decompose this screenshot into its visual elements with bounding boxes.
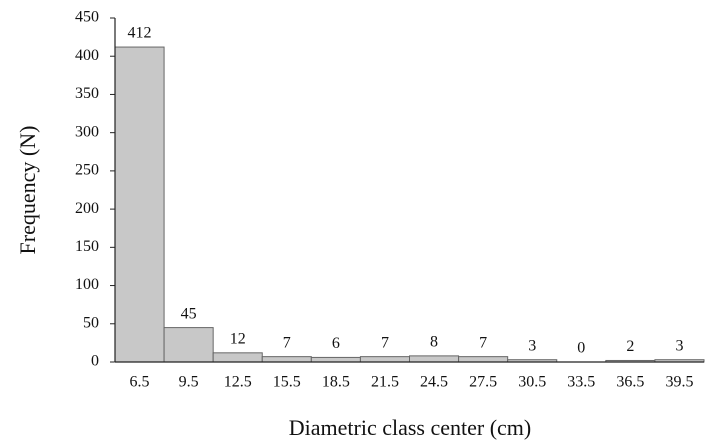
- x-tick-label: 33.5: [567, 374, 595, 391]
- y-tick-label: 450: [75, 9, 99, 26]
- data-label: 45: [181, 305, 197, 322]
- data-label: 12: [230, 330, 246, 347]
- x-tick-label: 39.5: [665, 374, 693, 391]
- x-tick-label: 21.5: [371, 374, 399, 391]
- y-axis-label: Frequency (N): [15, 126, 40, 255]
- y-tick-label: 200: [75, 200, 99, 217]
- x-tick-label: 30.5: [518, 374, 546, 391]
- x-tick-label: 24.5: [420, 374, 448, 391]
- data-label: 2: [626, 338, 634, 355]
- bar: [212, 352, 263, 363]
- x-tick-label: 12.5: [224, 374, 252, 391]
- bar: [114, 46, 165, 363]
- y-tick-label: 0: [91, 353, 99, 370]
- bar: [163, 327, 214, 363]
- data-label: 8: [430, 334, 438, 351]
- y-tick-label: 350: [75, 85, 99, 102]
- data-label: 6: [332, 335, 340, 352]
- bar: [409, 355, 460, 363]
- x-tick-label: 18.5: [322, 374, 350, 391]
- bar: [458, 356, 509, 363]
- y-tick-label: 100: [75, 276, 99, 293]
- data-label: 412: [128, 25, 152, 42]
- data-label: 7: [283, 334, 291, 351]
- data-label: 7: [381, 334, 389, 351]
- data-label: 0: [577, 340, 585, 357]
- x-tick-label: 36.5: [616, 374, 644, 391]
- x-tick-label: 6.5: [130, 374, 150, 391]
- data-label: 7: [479, 334, 487, 351]
- y-tick-label: 300: [75, 123, 99, 140]
- y-tick-label: 150: [75, 238, 99, 255]
- x-tick-label: 15.5: [273, 374, 301, 391]
- y-tick-label: 250: [75, 162, 99, 179]
- data-label: 3: [528, 337, 536, 354]
- x-tick-label: 27.5: [469, 374, 497, 391]
- bar: [310, 356, 361, 363]
- x-tick-label: 9.5: [179, 374, 199, 391]
- data-label: 3: [675, 337, 683, 354]
- y-tick-label: 400: [75, 47, 99, 64]
- bar: [261, 356, 312, 363]
- x-axis-label: Diametric class center (cm): [289, 415, 531, 440]
- bar: [359, 356, 410, 363]
- y-tick-label: 50: [83, 314, 99, 331]
